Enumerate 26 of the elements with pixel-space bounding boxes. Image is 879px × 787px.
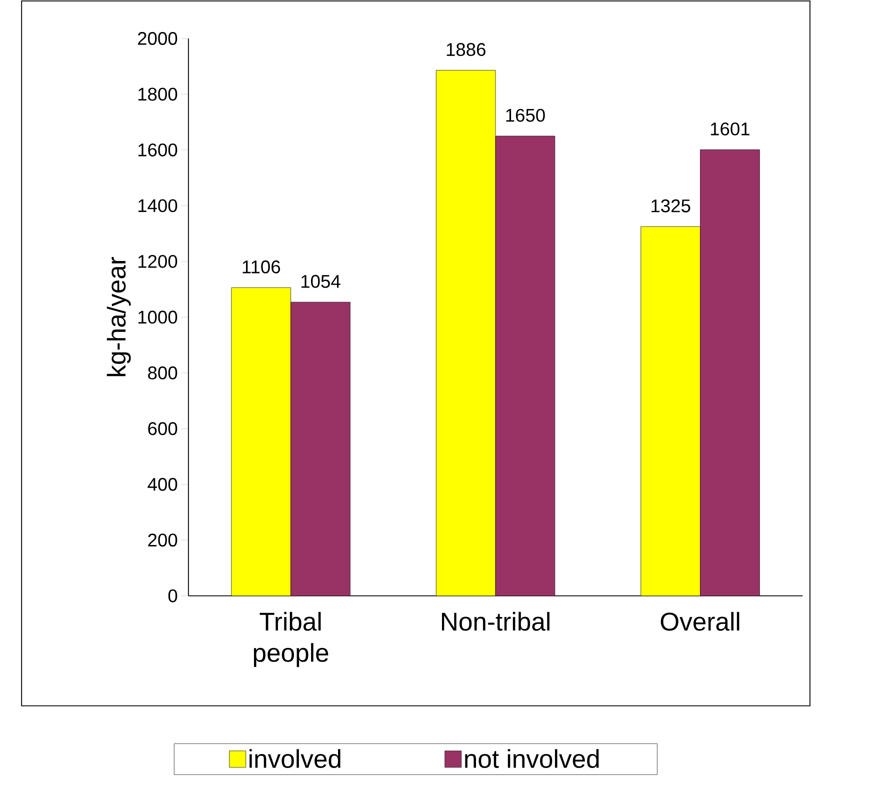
y-tick-label: 200	[148, 534, 178, 547]
x-tick-label: Overall	[660, 612, 740, 631]
x-tick-label: Non-tribal	[442, 612, 550, 631]
y-tick-label: 1600	[138, 144, 178, 157]
data-label: 1886	[446, 43, 486, 56]
data-label: 1054	[301, 275, 340, 288]
data-label: 1106	[242, 260, 280, 274]
y-tick-label: 0	[168, 590, 178, 603]
y-tick-label: 600	[148, 422, 178, 436]
bar	[290, 302, 350, 596]
data-label: 1650	[506, 109, 545, 122]
data-label: 1325	[652, 200, 690, 213]
y-tick-label: 1200	[138, 255, 178, 268]
y-tick-label: 2000	[138, 32, 178, 46]
legend-label: not involved	[465, 749, 599, 768]
y-tick-label: 400	[148, 478, 178, 492]
legend-label: involved	[250, 749, 340, 768]
y-axis-title: kg-ha/year	[106, 257, 131, 376]
y-tick-label: 1000	[138, 310, 178, 324]
bar	[700, 150, 760, 596]
bar	[495, 136, 556, 596]
y-tick-label: 1800	[138, 88, 178, 101]
x-tick-label: Tribal people	[254, 612, 328, 668]
data-label: 1601	[710, 122, 750, 136]
y-tick-label: 800	[148, 366, 178, 380]
y-tick-label: 1400	[138, 199, 178, 212]
